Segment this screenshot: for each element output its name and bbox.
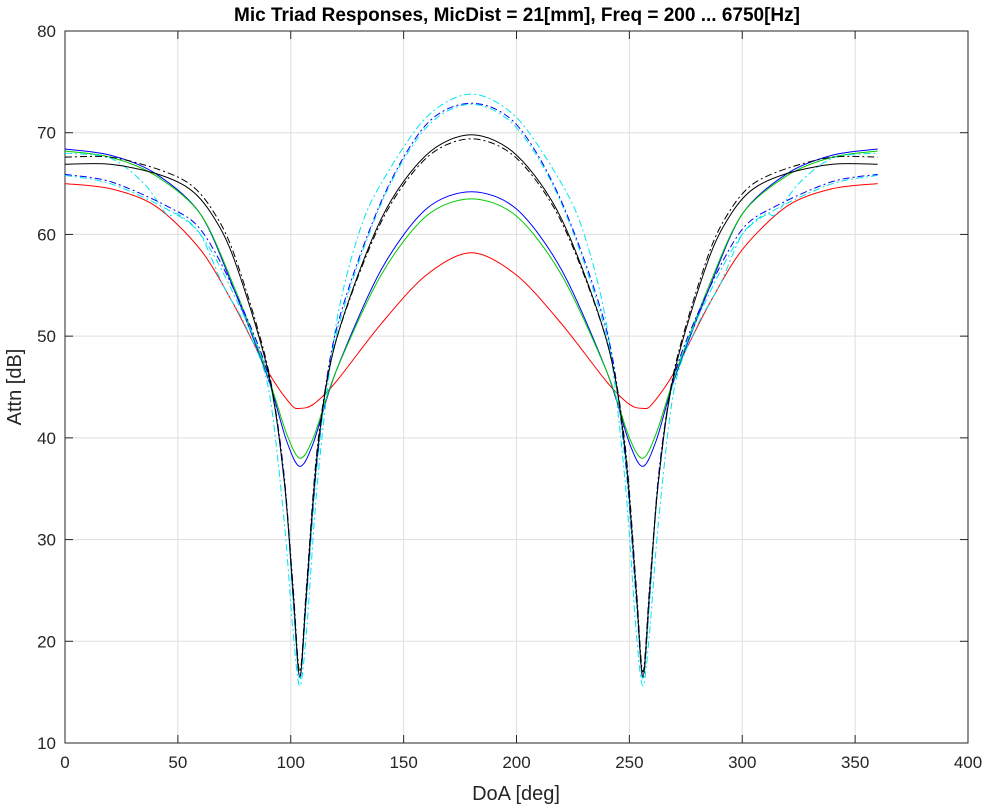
grid-lines — [64, 30, 969, 744]
y-axis-label: Attn [dB] — [4, 349, 26, 426]
y-tick-label: 80 — [37, 22, 56, 41]
series-line-5 — [64, 103, 878, 681]
series-lines — [64, 93, 878, 687]
x-tick-label: 100 — [277, 753, 305, 772]
x-tick-label: 400 — [954, 753, 982, 772]
series-line-4 — [64, 93, 878, 687]
x-tick-label: 250 — [615, 753, 643, 772]
y-tick-label: 60 — [37, 225, 56, 244]
series-line-2 — [64, 148, 878, 467]
series-line-7 — [64, 134, 878, 678]
x-tick-label: 200 — [502, 753, 530, 772]
y-tick-label: 70 — [37, 124, 56, 143]
series-line-8 — [64, 138, 878, 673]
y-tick-label: 20 — [37, 632, 56, 651]
x-tick-label: 50 — [168, 753, 187, 772]
y-tick-label: 10 — [37, 734, 56, 753]
x-tick-labels: 0 50 100 150 200 250 300 350 400 — [60, 753, 982, 772]
series-line-3 — [64, 150, 878, 459]
y-tick-label: 40 — [37, 429, 56, 448]
x-tick-label: 300 — [728, 753, 756, 772]
y-tick-label: 30 — [37, 531, 56, 550]
x-axis-label: DoA [deg] — [472, 783, 560, 805]
chart-title: Mic Triad Responses, MicDist = 21[mm], F… — [234, 5, 800, 26]
series-line-6 — [64, 102, 878, 678]
x-tick-label: 350 — [841, 753, 869, 772]
x-tick-label: 150 — [389, 753, 417, 772]
y-tick-labels: 10 20 30 40 50 60 70 80 — [37, 22, 56, 753]
axis-ticks — [64, 30, 969, 744]
y-tick-label: 50 — [37, 327, 56, 346]
x-tick-label: 0 — [60, 753, 69, 772]
